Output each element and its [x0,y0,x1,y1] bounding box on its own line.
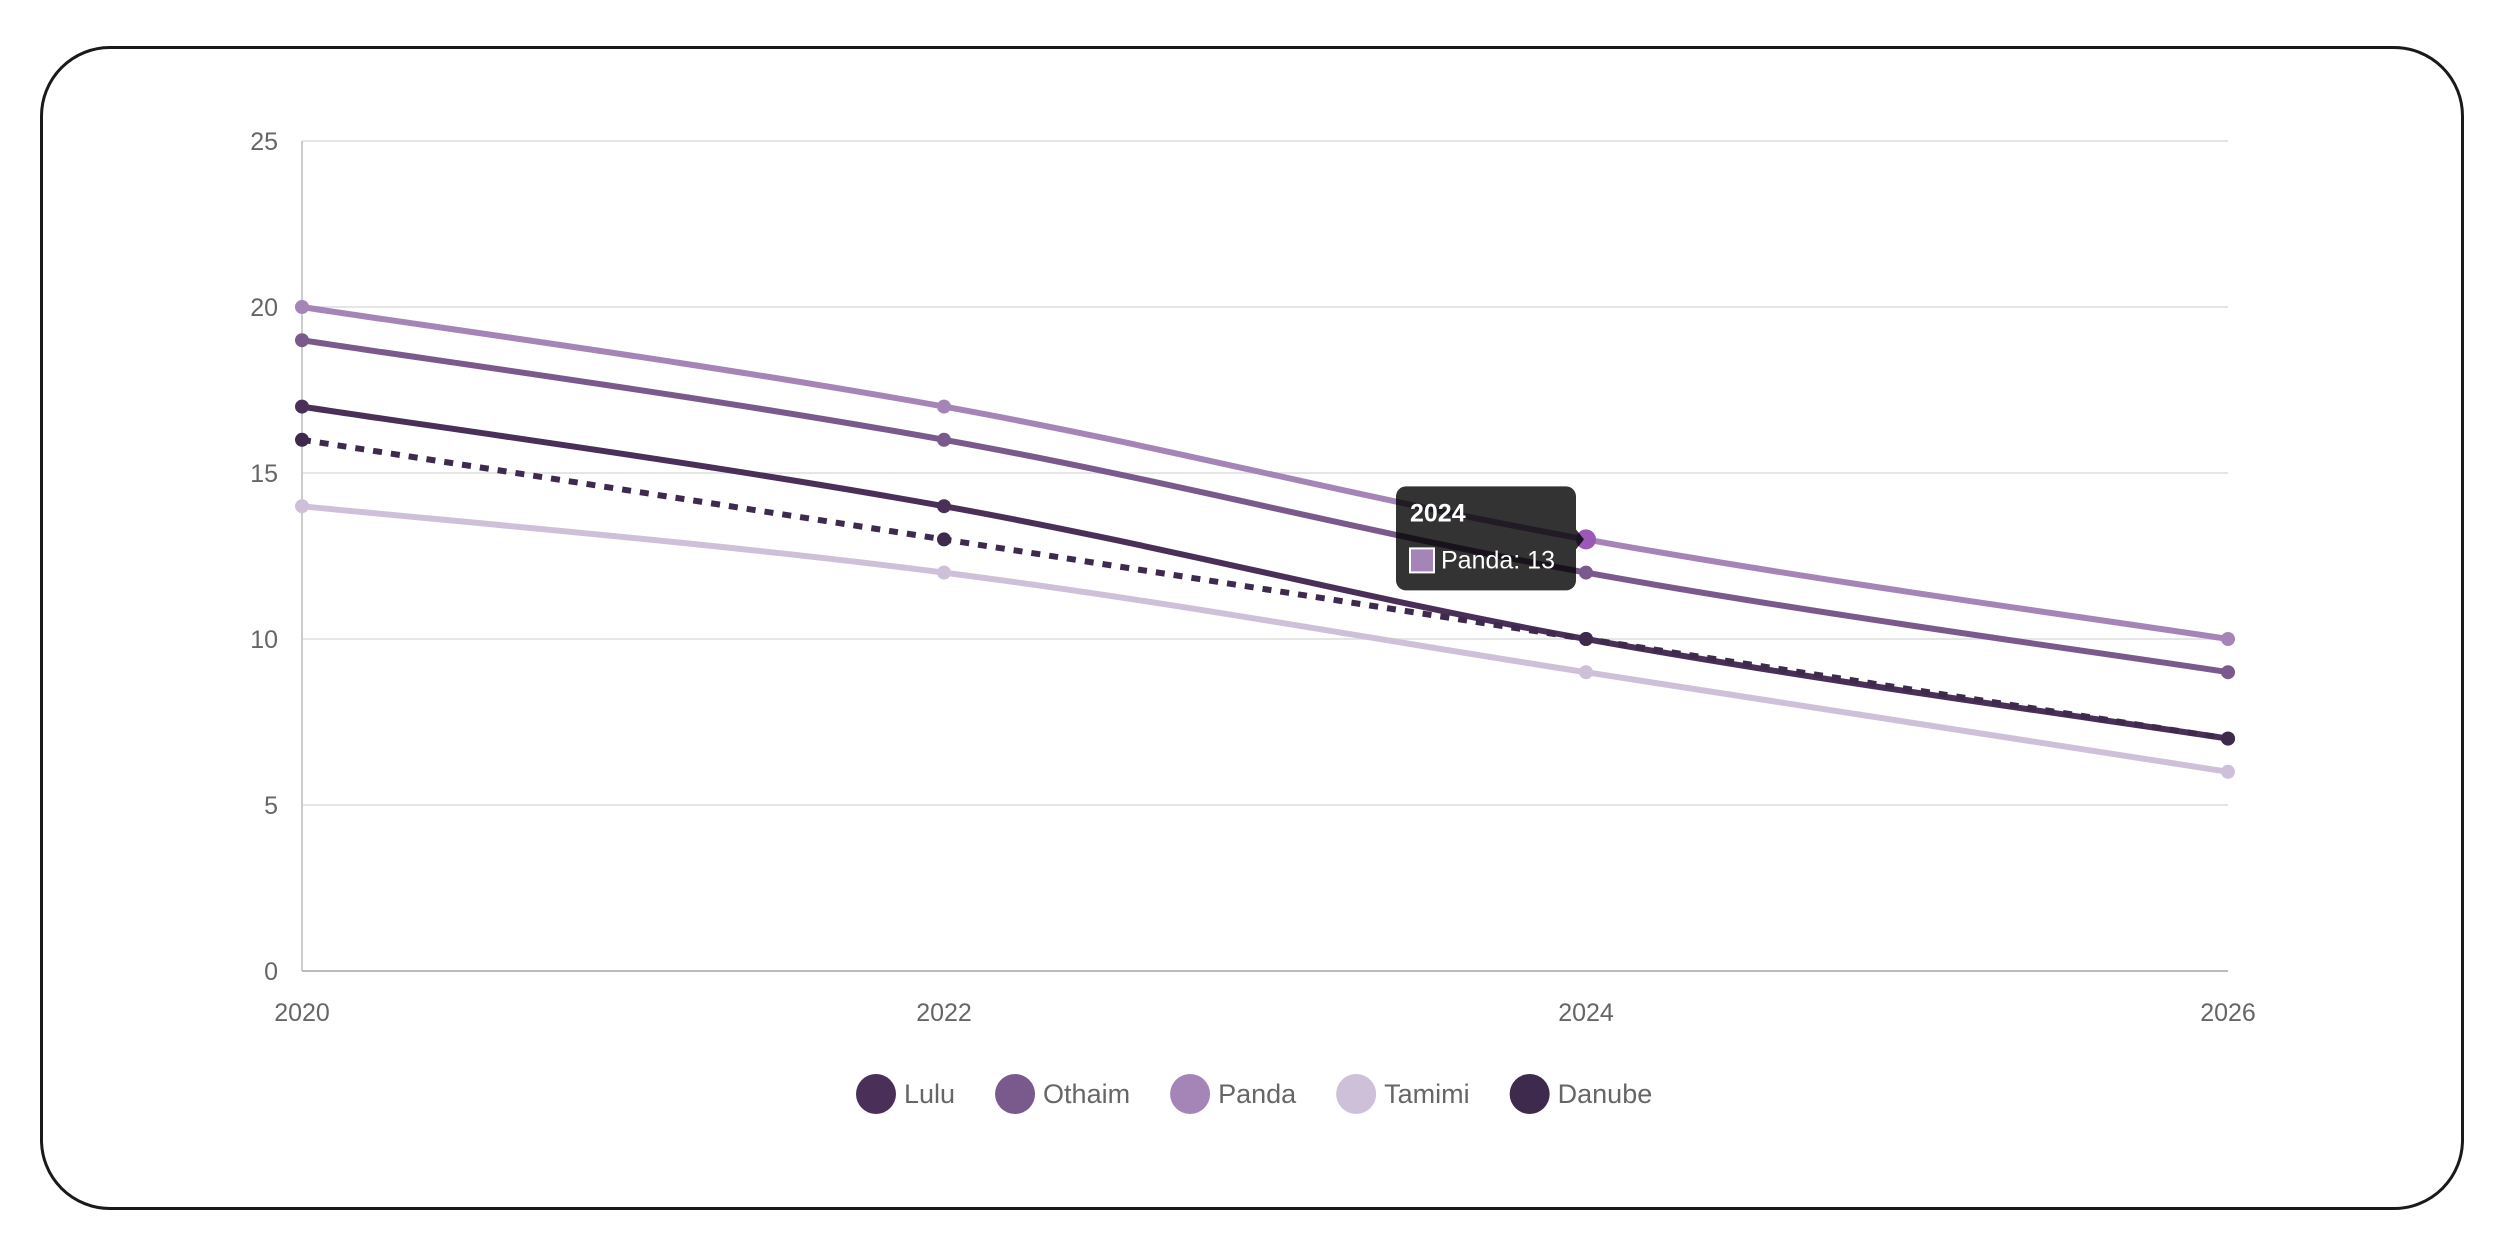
data-point-panda [937,399,951,414]
data-point-panda [1576,529,1596,550]
legend-label-danube: Danube [1558,1079,1653,1109]
data-point-othaim [937,432,951,447]
tooltip-box [1396,486,1576,591]
data-point-tamimi [1579,665,1593,680]
x-axis-ticks: 2020 2022 2024 2026 [274,999,2256,1027]
axes [301,141,2228,972]
data-point-tamimi [2221,764,2235,779]
x-tick-label: 2022 [916,999,972,1027]
y-tick-label: 20 [250,294,278,322]
data-point-danube [2221,731,2235,746]
series-lines [299,304,2231,775]
tooltip-swatch [1409,547,1435,574]
legend-swatch-othaim [995,1074,1036,1114]
tooltip: 2024 Panda: 13 [1396,486,1584,591]
legend-swatch-lulu [856,1074,896,1114]
grid-lines [302,140,2228,972]
data-point-danube [1579,632,1593,646]
series-line-danube [301,436,2229,742]
data-point-othaim [1579,565,1593,580]
series-points [295,300,2235,779]
data-point-danube [295,432,309,447]
y-tick-label: 25 [250,128,278,156]
tooltip-title: 2024 [1410,499,1466,527]
data-point-othaim [295,333,309,348]
series-line-panda [299,304,2231,642]
data-point-tamimi [295,499,309,514]
legend-label-tamimi: Tamimi [1384,1079,1470,1109]
data-point-lulu [295,399,309,414]
chart-card [40,46,2464,1210]
data-point-tamimi [937,565,951,580]
legend-swatch-danube [1509,1074,1550,1114]
legend-swatch-tamimi [1336,1074,1377,1114]
y-tick-label: 15 [250,460,278,488]
legend: Lulu Othaim Panda Tamimi Danube [856,1074,1652,1114]
series-line-lulu [299,403,2231,742]
legend-swatch-panda [1170,1074,1211,1114]
data-point-danube [937,532,951,547]
series-line-othaim [299,337,2231,676]
legend-label-lulu: Lulu [904,1079,955,1109]
data-point-panda [295,300,309,314]
legend-label-panda: Panda [1218,1079,1297,1109]
data-point-othaim [2221,665,2235,680]
y-tick-label: 0 [264,958,278,986]
series-line-tamimi [299,503,2231,775]
tooltip-label: Panda: 13 [1441,546,1555,574]
legend-label-othaim: Othaim [1043,1079,1130,1109]
x-tick-label: 2020 [274,999,330,1027]
tooltip-caret [1576,529,1584,550]
data-point-lulu [937,499,951,514]
y-tick-label: 10 [250,626,278,654]
y-axis-ticks: 0 5 10 15 20 25 [250,128,278,986]
y-tick-label: 5 [264,792,278,820]
data-point-panda [2221,632,2235,646]
x-tick-label: 2026 [2200,999,2256,1027]
x-tick-label: 2024 [1558,999,1614,1027]
